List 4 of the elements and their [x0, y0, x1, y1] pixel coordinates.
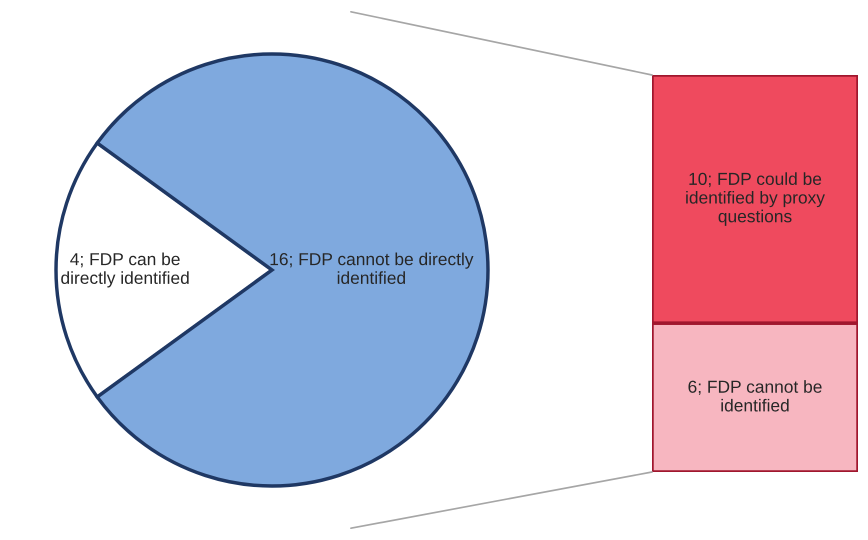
slice-label: 16; FDP cannot be directly identified [270, 252, 474, 284]
slice-label: 4; FDP can be directly identified [61, 252, 189, 288]
data-label: 10; FDP could be identified by proxy questions [686, 172, 825, 226]
data-label: 6; FDP cannot be identified [688, 380, 822, 412]
